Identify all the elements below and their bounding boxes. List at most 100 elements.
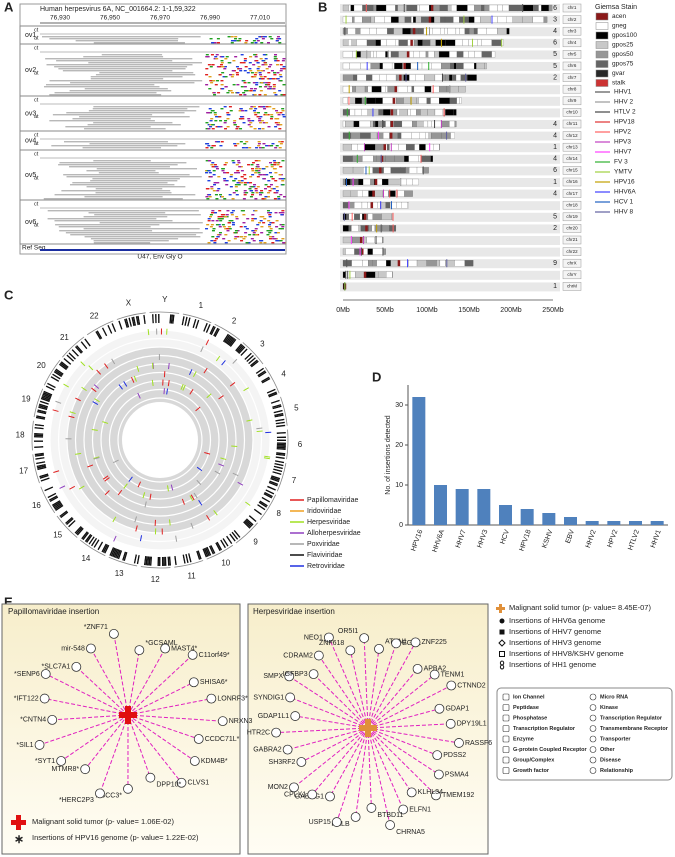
band bbox=[370, 132, 378, 139]
band bbox=[506, 16, 513, 23]
hit bbox=[344, 282, 346, 291]
x-tick-label: EBV bbox=[565, 529, 576, 545]
band bbox=[380, 39, 387, 46]
gene-node bbox=[47, 714, 58, 725]
read bbox=[88, 110, 197, 112]
gene-node bbox=[374, 643, 384, 654]
read bbox=[84, 128, 166, 130]
mismatch bbox=[280, 141, 284, 143]
ideogram-band bbox=[135, 316, 139, 326]
hit bbox=[382, 247, 384, 256]
centromere bbox=[412, 28, 416, 35]
ideogram-band bbox=[203, 322, 208, 332]
ideogram-band bbox=[145, 556, 148, 566]
x-tick-label: HHV3 bbox=[476, 529, 489, 549]
chr-arc bbox=[214, 323, 241, 341]
mismatch bbox=[216, 141, 220, 143]
read bbox=[83, 56, 164, 58]
insertion bbox=[264, 455, 271, 458]
band bbox=[357, 190, 363, 197]
ideogram-band bbox=[230, 339, 238, 348]
centromere bbox=[428, 16, 432, 23]
band bbox=[474, 62, 477, 70]
ideogram-band bbox=[220, 332, 227, 341]
band bbox=[473, 28, 478, 35]
hit bbox=[376, 224, 378, 233]
mismatch bbox=[234, 236, 238, 238]
band bbox=[384, 16, 392, 23]
mismatch bbox=[259, 58, 263, 60]
mismatch bbox=[221, 170, 225, 172]
mismatch bbox=[271, 143, 275, 145]
hit bbox=[471, 38, 473, 47]
stain-name: acen bbox=[612, 13, 626, 20]
ideogram-band bbox=[73, 347, 82, 355]
band bbox=[390, 260, 399, 267]
chr-label: 19 bbox=[22, 394, 31, 403]
ideogram-band bbox=[71, 523, 79, 531]
mismatch bbox=[277, 198, 281, 200]
mismatch bbox=[229, 90, 233, 92]
chr-name: chr12 bbox=[566, 133, 578, 138]
insertion bbox=[214, 470, 221, 475]
read bbox=[46, 64, 193, 66]
chr-label: 13 bbox=[115, 569, 124, 578]
chr-arc bbox=[259, 494, 277, 521]
ideogram-band bbox=[170, 314, 174, 324]
ideogram-band bbox=[244, 520, 252, 528]
band bbox=[342, 109, 350, 116]
gene-node bbox=[406, 787, 417, 798]
relationship bbox=[287, 727, 369, 751]
insertion bbox=[102, 421, 109, 424]
mismatch bbox=[207, 64, 211, 66]
band bbox=[391, 213, 393, 220]
mismatch bbox=[214, 238, 218, 240]
band bbox=[408, 260, 418, 267]
mismatch bbox=[278, 147, 282, 149]
hit bbox=[377, 131, 379, 140]
band bbox=[349, 109, 356, 116]
gene-label: GDAP1 bbox=[445, 706, 469, 713]
ideogram-band bbox=[140, 315, 144, 325]
mismatch bbox=[242, 222, 246, 224]
band bbox=[419, 51, 427, 58]
mismatch bbox=[251, 174, 255, 176]
ideogram-band bbox=[100, 542, 106, 552]
mismatch bbox=[259, 74, 263, 76]
band bbox=[449, 97, 457, 104]
relationship bbox=[367, 727, 391, 826]
band bbox=[427, 109, 436, 116]
read bbox=[63, 141, 168, 143]
ideogram-band bbox=[192, 552, 196, 562]
ideogram-band bbox=[272, 405, 282, 410]
mismatch bbox=[282, 66, 286, 68]
mismatch bbox=[221, 224, 225, 226]
gene-node bbox=[296, 757, 307, 767]
mismatch bbox=[205, 196, 209, 198]
ideogram-band bbox=[149, 314, 152, 324]
insertion bbox=[81, 386, 87, 392]
mismatch bbox=[255, 60, 259, 62]
mismatch bbox=[216, 236, 220, 238]
read bbox=[59, 162, 187, 164]
mismatch bbox=[222, 238, 226, 240]
band bbox=[363, 178, 371, 186]
band bbox=[372, 167, 384, 174]
ideogram-band bbox=[35, 422, 45, 426]
insertion bbox=[188, 369, 193, 376]
ideogram-band bbox=[114, 549, 120, 559]
mismatch bbox=[243, 82, 247, 84]
mismatch bbox=[279, 64, 283, 66]
centromere bbox=[406, 51, 410, 58]
band bbox=[350, 97, 356, 104]
gene-label: RASSF6 bbox=[465, 740, 492, 747]
ideogram-band bbox=[241, 523, 249, 531]
ideogram-band bbox=[96, 540, 102, 550]
mismatch bbox=[273, 92, 277, 94]
ideogram-band bbox=[190, 552, 195, 562]
insertion bbox=[118, 384, 123, 390]
virus-name: HHV7 bbox=[614, 149, 632, 156]
ideogram-band bbox=[232, 530, 240, 539]
ideogram-band bbox=[179, 555, 183, 565]
mismatch bbox=[269, 184, 273, 186]
